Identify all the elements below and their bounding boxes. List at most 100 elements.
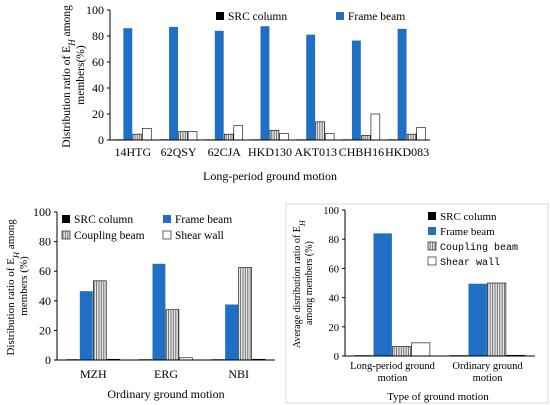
bar-shear-wall [324,133,335,141]
chart-bottom-right-yticks: 0 20 40 60 80 100 [323,206,345,363]
legend-frame-beam-swatch [336,12,344,20]
chart-bottom-right-y-axis-label-line2: among members (%) [304,241,315,325]
bar-shear-wall [370,113,381,141]
legend-src-column-label: SRC column [440,211,497,223]
y-tick-label: 80 [39,235,51,249]
chart-top-x-axis-label: Long-period ground motion [203,169,337,183]
chart-bottom-right-bars [354,233,526,357]
x-tick-label: MZH [80,367,107,381]
y-tick-label: 40 [92,81,104,95]
chart-top-y-axis-label: Distribution ratio of EH among members(%… [61,2,87,147]
bar-frame-beam [214,30,224,140]
bar-frame-beam [123,28,133,141]
chart-bottom-left: 0 20 40 60 80 100 MZH ERG NBI Distribution rati… [5,205,275,401]
bar-coupling-beam [238,267,252,361]
legend-src-column-swatch [216,12,224,20]
chart-bottom-left-legend: SRC column Frame beam Coupling beam Shea… [61,214,232,242]
legend-frame-beam-swatch [428,227,436,235]
bar-coupling-beam [93,280,107,361]
chart-bottom-left-y-axis-label-sub: H [11,251,21,259]
y-tick-label: 100 [33,205,51,219]
legend-src-column-label: SRC column [74,214,133,226]
y-tick-label: 100 [323,206,339,217]
x-tick-label: NBI [228,367,249,381]
bar-shear-wall [142,128,152,141]
legend-frame-beam-label: Frame beam [175,214,232,226]
y-tick-label: 60 [39,264,51,278]
bar-frame-beam [468,283,487,356]
x-tick-label-line: motion [378,373,409,384]
legend-frame-beam-swatch [163,215,171,223]
bar-coupling-beam [269,129,280,141]
bar-frame-beam [152,263,166,360]
x-tick-label: Ordinary ground motion [452,361,523,384]
legend-shear-wall-swatch [162,230,172,240]
bar-shear-wall [411,342,431,357]
bar-shear-wall [279,133,289,141]
y-tick-label: 20 [329,323,340,334]
x-tick-label: 62QSY [161,145,197,159]
legend-src-column-label: SRC column [228,11,287,23]
chart-bottom-right-legend: SRC column Frame beam Coupling beam Shea… [427,211,518,269]
y-tick-label: 80 [92,29,104,43]
legend-coupling-beam-swatch [61,230,71,240]
chart-top-legend: SRC column Frame beam [216,11,405,23]
chart-top-bars [113,26,426,141]
x-tick-label: Long-period ground motion [350,361,436,384]
y-tick-label: 60 [329,264,340,275]
chart-bottom-left-bars [66,263,266,361]
chart-top-y-axis-label-line1: Distribution ratio of EH among [61,2,77,147]
bar-coupling-beam [392,346,412,357]
bar-coupling-beam [178,131,188,141]
x-tick-label-line: Ordinary ground [452,361,523,372]
y-tick-label: 0 [45,353,51,367]
y-tick-label: 0 [98,133,104,147]
legend-shear-wall-label: Shear wall [175,230,224,242]
x-tick-label-line: motion [473,373,504,384]
x-tick-label: 62CJA [208,145,242,159]
x-tick-label-line: Long-period ground [350,361,436,372]
y-tick-label: 80 [329,235,340,246]
chart-bottom-right-frame [285,203,549,404]
legend-coupling-beam-label: Coupling beam [74,230,145,242]
x-tick-label: 14HTG [115,145,152,159]
bar-shear-wall [416,127,426,141]
bar-frame-beam [79,291,93,360]
chart-bottom-left-y-axis-label: Distribution ratio of EH among members (… [5,216,30,355]
chart-bottom-right-y-axis-label-sub: H [298,219,307,227]
y-tick-label: 60 [92,55,104,69]
chart-top: 0 20 40 60 80 100 14HTG 62QSY 62CJA HKD130 AKT013… [61,2,430,183]
bar-frame-beam [351,40,361,140]
bar-frame-beam [169,26,178,140]
y-tick-label: 100 [86,3,104,17]
bar-coupling-beam [487,282,507,357]
chart-bottom-right-y-axis-label-line1: Average distribution ratio of EH [292,218,307,348]
y-tick-label: 0 [334,352,339,363]
bar-frame-beam [260,26,270,140]
bar-coupling-beam [315,121,325,141]
legend-coupling-beam-label: Coupling beam [440,242,518,254]
y-tick-label: 20 [39,323,51,337]
legend-coupling-beam-swatch [427,241,437,251]
chart-bottom-left-x-axis-label: Ordinary ground motion [107,387,224,401]
legend-frame-beam-label: Frame beam [348,11,405,23]
y-tick-label: 40 [329,294,340,305]
bar-coupling-beam [165,309,180,361]
legend-src-column-swatch [428,212,436,220]
x-tick-label: ERG [154,367,178,381]
bar-coupling-beam [361,135,371,141]
bar-frame-beam [225,304,239,360]
chart-top-xticks: 14HTG 62QSY 62CJA HKD130 AKT013 CHBH16 HKD083 [115,145,430,159]
bar-coupling-beam [223,133,234,141]
legend-shear-wall-swatch [427,256,437,266]
bar-coupling-beam [406,133,417,141]
bar-frame-beam [306,34,316,141]
chart-bottom-right-y-axis-label: Average distribution ratio of EH among m… [292,218,315,348]
x-tick-label: HKD083 [385,145,429,159]
legend-frame-beam-label: Frame beam [440,226,495,238]
y-tick-label: 40 [39,294,51,308]
bar-coupling-beam [132,133,143,141]
chart-bottom-left-xticks: MZH ERG NBI [80,367,249,381]
